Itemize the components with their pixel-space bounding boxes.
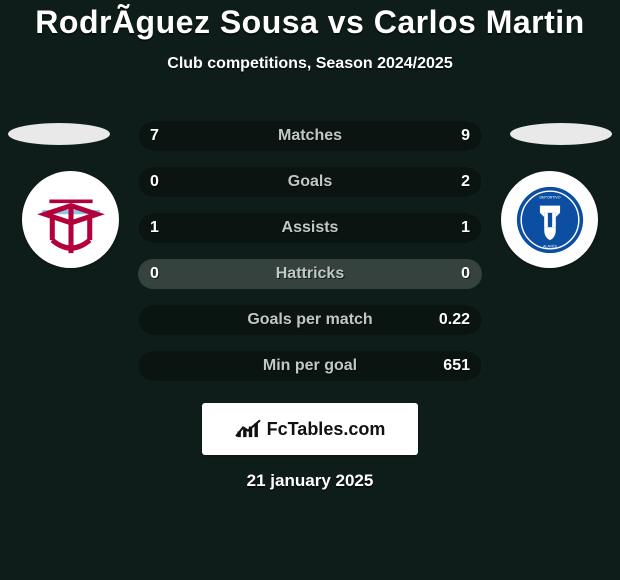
- stat-label: Goals per match: [138, 311, 482, 329]
- svg-text:DEPORTIVO: DEPORTIVO: [539, 195, 560, 199]
- stat-row: 79Matches: [138, 121, 482, 151]
- svg-text:ALAVÉS: ALAVÉS: [543, 243, 557, 248]
- player-left-headshot: [8, 123, 110, 145]
- stat-label: Goals: [138, 173, 482, 191]
- stat-bars: 79Matches 02Goals 11Assists 00Hattricks 0.22…: [138, 121, 482, 381]
- player-right-headshot: [510, 123, 612, 145]
- stat-label: Assists: [138, 219, 482, 237]
- brand-chart-icon: [235, 418, 261, 440]
- stat-label: Hattricks: [138, 265, 482, 283]
- footer-date: 21 january 2025: [0, 471, 620, 491]
- stat-label: Matches: [138, 127, 482, 145]
- brand-box: FcTables.com: [202, 403, 418, 455]
- stat-row: 02Goals: [138, 167, 482, 197]
- infographic: RodrÃ­guez Sousa vs Carlos Martin Club c…: [0, 0, 620, 491]
- page-title: RodrÃ­guez Sousa vs Carlos Martin: [0, 4, 620, 41]
- stat-row: 00Hattricks: [138, 259, 482, 289]
- club-logo-right: DEPORTIVO ALAVÉS: [501, 171, 598, 268]
- stat-label: Min per goal: [138, 357, 482, 375]
- subtitle: Club competitions, Season 2024/2025: [0, 55, 620, 73]
- celta-vigo-icon: [35, 184, 107, 256]
- stat-row: 651Min per goal: [138, 351, 482, 381]
- stat-row: 0.22Goals per match: [138, 305, 482, 335]
- stat-row: 11Assists: [138, 213, 482, 243]
- brand-text: FcTables.com: [267, 419, 386, 440]
- alaves-icon: DEPORTIVO ALAVÉS: [514, 184, 586, 256]
- club-logo-left: [22, 171, 119, 268]
- brand: FcTables.com: [235, 418, 386, 440]
